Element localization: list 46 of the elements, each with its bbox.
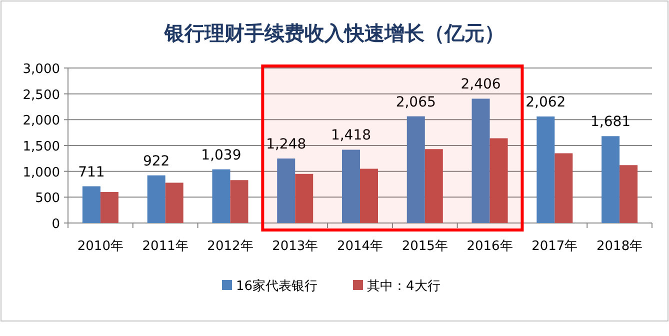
x-tick-label: 2016年 [466, 239, 513, 254]
x-tick-label: 2018年 [596, 239, 643, 254]
data-label: 2,406 [460, 76, 501, 93]
x-tick-label: 2012年 [207, 239, 254, 254]
y-tick-label: 1,500 [22, 140, 60, 154]
data-label: 922 [142, 153, 170, 170]
data-label: 1,418 [330, 128, 372, 144]
x-tick-label: 2015年 [402, 239, 448, 254]
bar [536, 116, 555, 223]
bar [554, 153, 573, 223]
bar [147, 175, 166, 223]
data-label: 1,248 [266, 136, 306, 153]
bar [490, 138, 508, 223]
bar [620, 165, 638, 223]
y-tick-label: 1,000 [22, 165, 60, 180]
y-tick-label: 2,000 [22, 114, 60, 129]
x-tick-label: 2014年 [336, 239, 384, 254]
bar [82, 186, 100, 223]
bar [230, 180, 248, 223]
bar [165, 182, 184, 223]
data-label: 1,039 [201, 147, 242, 164]
x-tick-label: 2017年 [532, 239, 578, 254]
y-tick-label: 500 [35, 191, 60, 206]
y-tick-label: 2,500 [22, 88, 60, 103]
data-label: 2,062 [526, 94, 566, 110]
legend-label: 16家代表银行 [236, 278, 318, 294]
legend-label: 其中：4大行 [367, 279, 440, 294]
bar [360, 168, 378, 223]
bar [277, 158, 296, 223]
bar [100, 192, 118, 223]
bar [212, 169, 230, 223]
x-tick-label: 2013年 [272, 239, 318, 254]
data-label: 1,681 [590, 114, 631, 130]
data-label: 711 [78, 164, 105, 180]
bar [295, 174, 314, 223]
chart-title: 银行理财手续费收入快速增长（亿元） [164, 21, 504, 45]
bar [406, 116, 425, 223]
bar [472, 98, 490, 223]
bar [342, 150, 360, 223]
bar [424, 149, 443, 223]
y-tick-label: 3,000 [22, 62, 60, 77]
x-tick-label: 2010年 [77, 239, 124, 254]
x-tick-label: 2011年 [142, 239, 188, 254]
bar [602, 136, 620, 223]
data-label: 2,065 [396, 94, 436, 110]
y-tick-label: 0 [52, 217, 60, 232]
